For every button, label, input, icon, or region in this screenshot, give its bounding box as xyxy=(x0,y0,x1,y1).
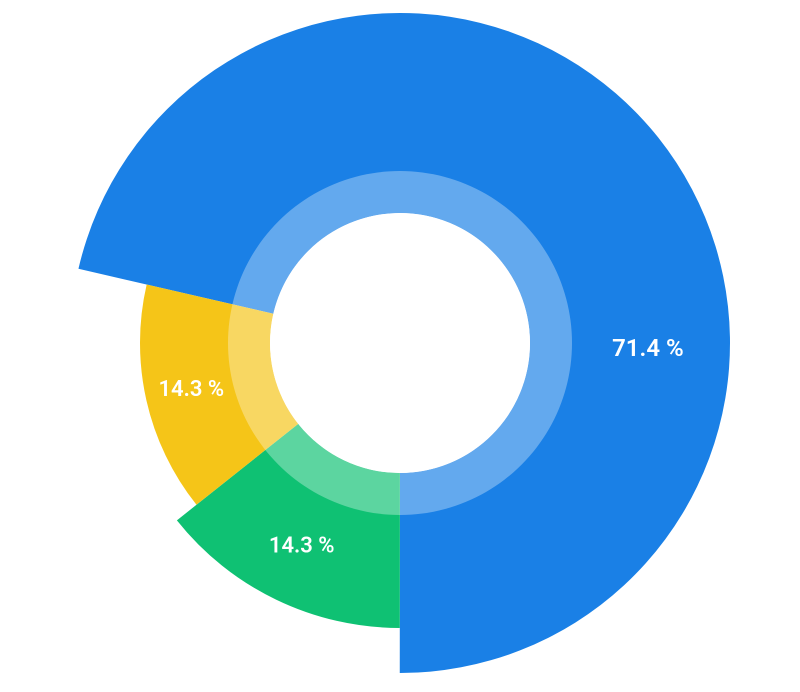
donut-chart: 71.4 % 14.3 % 14.3 % xyxy=(0,0,800,692)
slice-label-1: 14.3 % xyxy=(269,533,335,558)
slice-label-2: 14.3 % xyxy=(158,377,224,402)
donut-hole xyxy=(270,213,530,473)
donut-chart-svg: 71.4 % 14.3 % 14.3 % xyxy=(0,0,800,692)
slice-label-0: 71.4 % xyxy=(612,334,684,362)
